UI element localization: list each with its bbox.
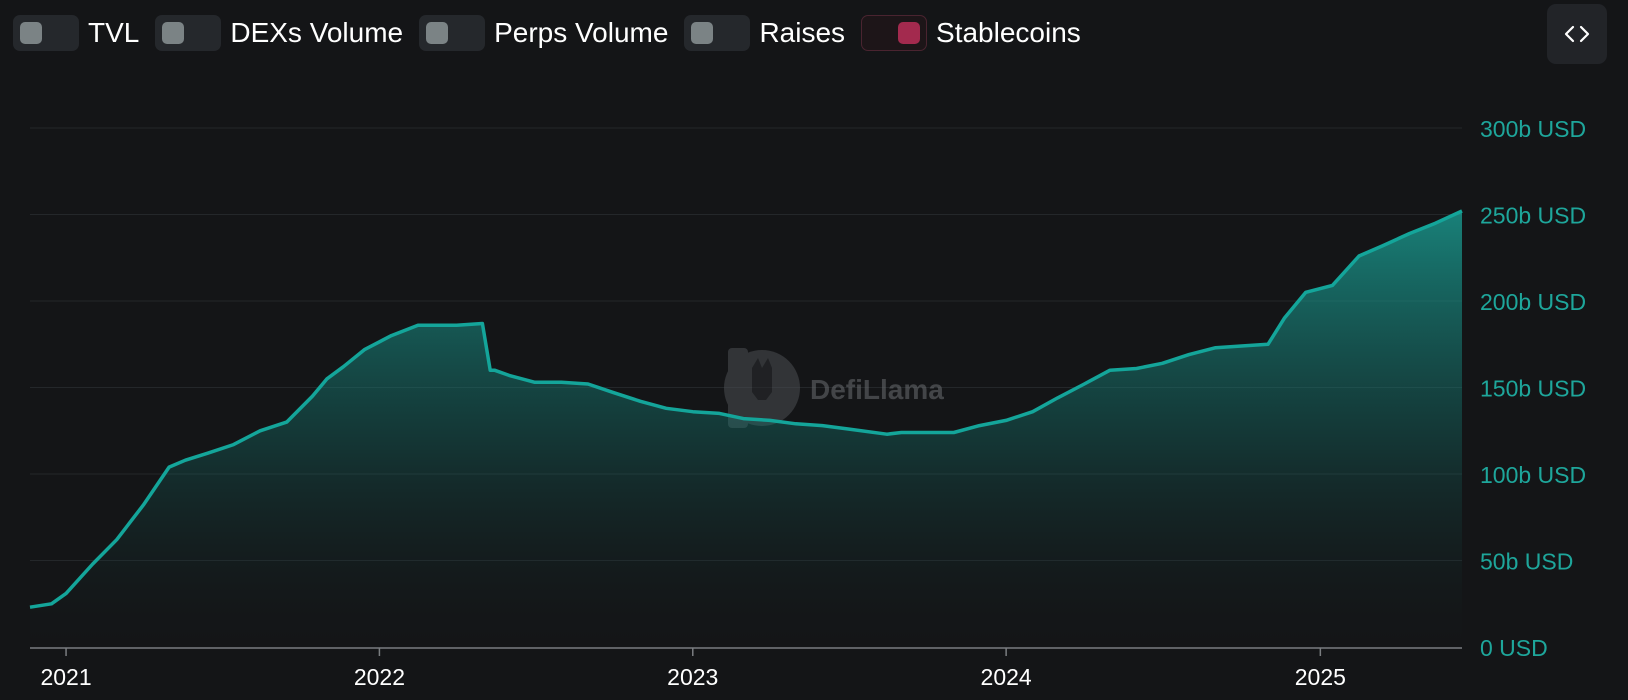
toggle-perps-volume[interactable]: Perps Volume: [419, 15, 668, 51]
toggle-switch[interactable]: [861, 15, 928, 51]
y-tick-label: 300b USD: [1480, 116, 1586, 142]
y-tick-label: 150b USD: [1480, 376, 1586, 402]
y-tick-label: 50b USD: [1480, 549, 1573, 575]
x-axis-ticks: 2021 2022 2023 2024 2025: [40, 648, 1346, 690]
toggle-switch[interactable]: [419, 15, 486, 51]
toggle-knob: [898, 22, 921, 44]
toggle-switch[interactable]: [155, 15, 222, 51]
x-tick-label: 2024: [981, 664, 1032, 690]
x-tick-label: 2025: [1295, 664, 1346, 690]
defillama-watermark: DefiLlama: [724, 348, 944, 428]
toggle-label: TVL: [88, 17, 140, 48]
toggle-label: Raises: [759, 17, 846, 48]
series-line: [29, 209, 1463, 609]
y-tick-label: 0 USD: [1480, 635, 1548, 661]
embed-code-button[interactable]: [1547, 4, 1607, 64]
toggle-tvl[interactable]: TVL: [13, 15, 139, 51]
logo-bar: [728, 348, 748, 428]
toggle-raises[interactable]: Raises: [684, 15, 845, 51]
y-tick-label: 200b USD: [1480, 289, 1586, 315]
toggle-knob: [162, 22, 185, 44]
toggle-knob: [20, 22, 42, 44]
x-tick-label: 2022: [354, 664, 405, 690]
llama-head-icon: [752, 358, 772, 400]
toggle-label: DEXs Volume: [230, 17, 404, 48]
toggle-switch[interactable]: [684, 15, 751, 51]
series-area: [30, 211, 1462, 647]
toggle-stablecoins[interactable]: Stablecoins: [861, 15, 1081, 51]
x-tick-label: 2021: [40, 664, 91, 690]
toggle-knob: [426, 22, 449, 44]
watermark-text: DefiLlama: [810, 374, 944, 405]
toggle-label: Perps Volume: [494, 17, 669, 48]
metric-toggle-bar: TVL DEXs Volume Perps Volume Raises Stab…: [13, 15, 1081, 51]
y-tick-label: 250b USD: [1480, 203, 1586, 229]
x-tick-label: 2023: [667, 664, 718, 690]
y-axis-ticks: 0 USD 50b USD 100b USD 150b USD 200b USD 250b…: [1480, 116, 1586, 661]
toggle-switch[interactable]: [13, 15, 79, 51]
toggle-dexs-volume[interactable]: DEXs Volume: [155, 15, 403, 51]
code-brackets-icon: [1564, 25, 1590, 43]
y-tick-label: 100b USD: [1480, 462, 1586, 488]
toggle-knob: [691, 22, 714, 44]
toggle-label: Stablecoins: [936, 17, 1081, 48]
